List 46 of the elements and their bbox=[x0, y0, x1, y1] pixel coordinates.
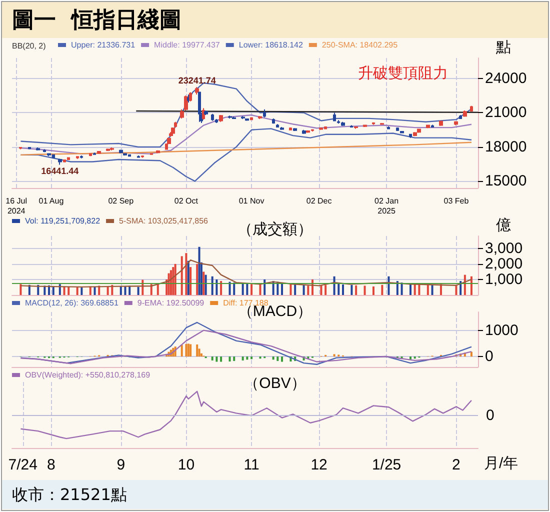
x-tick-label: 03 Feb bbox=[444, 196, 470, 206]
x-tick-label: 7/24 bbox=[8, 456, 38, 474]
x-tick-label: 02 Oct bbox=[174, 196, 199, 206]
x-tick-label: 01 Nov bbox=[238, 196, 264, 206]
legend-label: MACD(12, 26): 369.68851 bbox=[25, 298, 119, 308]
x-tick-label: 10 bbox=[178, 456, 195, 474]
legend-label: 9-EMA: 192.50099 bbox=[137, 298, 205, 308]
legend-label: 250-SMA: 18402.295 bbox=[322, 40, 398, 50]
legend-label: 5-SMA: 103,025,417,856 bbox=[119, 216, 209, 226]
y-axis-title: 億 bbox=[496, 217, 511, 234]
y-tick-label: 1,000 bbox=[485, 270, 523, 288]
chart-title: 圖一 恒指日綫圖 bbox=[2, 2, 548, 38]
x-tick-label: 02 Jan 2025 bbox=[374, 196, 399, 216]
x-tick-label: 02 Sep bbox=[108, 196, 134, 206]
x-axis-title: 月/年 bbox=[484, 455, 518, 472]
y-tick-label: 0 bbox=[485, 348, 494, 366]
legend-label: OBV(Weighted): +550,810,278,169 bbox=[25, 370, 151, 380]
x-tick-label: 8 bbox=[47, 456, 56, 474]
x-tick-label: 9 bbox=[116, 456, 126, 474]
x-tick-label: 01 Aug bbox=[38, 196, 64, 206]
x-tick-label: 16 Jul 2024 bbox=[6, 196, 28, 216]
text: 收市：21521點 bbox=[2, 480, 548, 509]
legend-label: Diff: 177.188 bbox=[223, 298, 269, 308]
x-tick-label: 11 bbox=[244, 456, 260, 474]
annotation: 升破雙頂阻力 bbox=[358, 65, 448, 82]
x-tick-label: 12 bbox=[310, 456, 328, 474]
y-tick-label: 24000 bbox=[485, 70, 527, 88]
y-tick-label: 3,000 bbox=[485, 240, 523, 257]
chart-title: （OBV） bbox=[244, 375, 306, 392]
legend-label: Middle: 19977.437 bbox=[154, 40, 220, 50]
legend-label: Vol: 119,251,709,822 bbox=[25, 216, 101, 226]
annotation: 16441.44 bbox=[41, 166, 79, 176]
text: BB(20, 2) bbox=[12, 42, 46, 50]
y-tick-label: 21000 bbox=[485, 104, 527, 122]
x-tick-label: 1/25 bbox=[372, 456, 402, 474]
y-axis-title: 點 bbox=[495, 39, 511, 56]
x-tick-label: 02 Dec bbox=[306, 196, 332, 206]
y-tick-label: 1000 bbox=[485, 322, 518, 339]
legend-label: Upper: 21336.731 bbox=[71, 40, 136, 50]
y-tick-label: 15000 bbox=[485, 172, 527, 190]
y-tick-label: 2,000 bbox=[485, 255, 523, 272]
chart-title: （成交額） bbox=[238, 221, 312, 238]
x-tick-label: 2 bbox=[452, 456, 460, 474]
legend-label: Lower: 18618.142 bbox=[238, 40, 304, 50]
y-tick-label: 18000 bbox=[485, 138, 527, 156]
annotation: 23241.74 bbox=[178, 76, 216, 86]
